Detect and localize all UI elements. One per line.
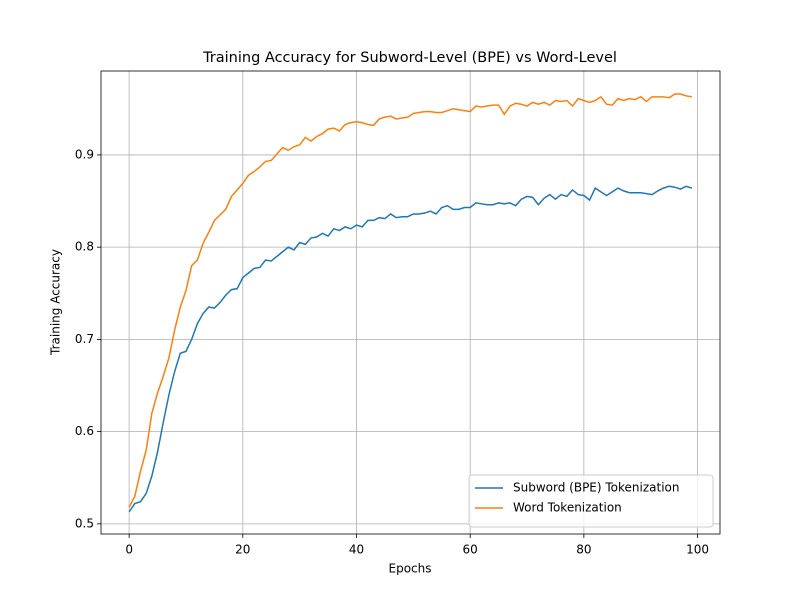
legend-label: Word Tokenization: [513, 501, 622, 515]
legend-box: [468, 474, 714, 528]
x-tick-label: 20: [235, 543, 250, 557]
y-tick-label: 0.7: [75, 332, 94, 346]
x-tick-label: 100: [686, 543, 709, 557]
x-tick-label: 0: [125, 543, 133, 557]
x-tick-label: 80: [576, 543, 591, 557]
x-axis-label: Epochs: [389, 562, 432, 576]
y-axis-label: Training Accuracy: [49, 249, 63, 356]
y-tick-label: 0.9: [75, 147, 94, 161]
x-tick-label: 40: [349, 543, 364, 557]
legend-label: Subword (BPE) Tokenization: [513, 481, 680, 495]
data-line: [128, 185, 693, 513]
y-tick-label: 0.8: [75, 240, 94, 254]
y-tick-label: 0.6: [75, 424, 94, 438]
data-line: [128, 93, 692, 508]
legend: Subword (BPE) Tokenization Word Tokenizat…: [468, 474, 714, 528]
x-tick-label: 60: [463, 543, 478, 557]
chart-title: Training Accuracy for Subword-Level (BPE…: [202, 50, 617, 66]
y-tick-label: 0.5: [75, 516, 94, 530]
plot-frame: [100, 70, 721, 535]
